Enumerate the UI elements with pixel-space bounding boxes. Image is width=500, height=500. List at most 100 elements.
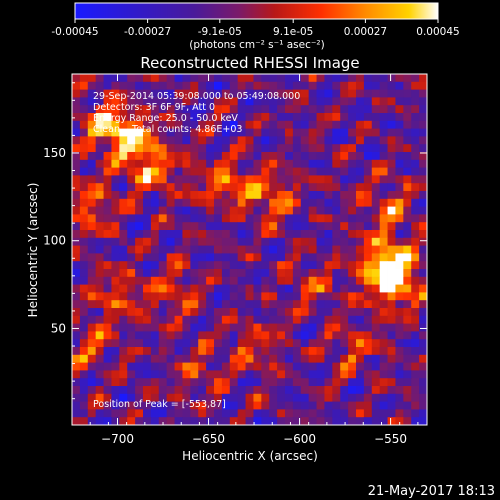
heatmap-cell [237, 347, 246, 356]
heatmap-cell [285, 417, 294, 425]
heatmap-cell [158, 183, 168, 192]
heatmap-cell [174, 253, 183, 262]
heatmap-cell [111, 74, 120, 83]
heatmap-cell [340, 284, 349, 293]
heatmap-cell [324, 97, 333, 106]
heatmap-cell [158, 206, 168, 215]
heatmap-cell [419, 354, 427, 363]
heatmap-cell [150, 315, 160, 324]
heatmap-cell [87, 347, 97, 356]
heatmap-cell [419, 183, 427, 192]
heatmap-cell [332, 323, 341, 332]
heatmap-cell [253, 323, 262, 332]
heatmap-cell [95, 284, 104, 293]
heatmap-cell [261, 276, 270, 285]
heatmap-cell [111, 378, 120, 387]
heatmap-cell [87, 237, 97, 246]
heatmap-cell [143, 347, 152, 356]
heatmap-cell [198, 120, 207, 129]
heatmap-cell [316, 362, 325, 371]
heatmap-cell [103, 159, 112, 168]
heatmap-cell [182, 331, 191, 340]
heatmap-cell [198, 144, 207, 153]
heatmap-cell [206, 120, 215, 129]
heatmap-cell [356, 401, 365, 410]
heatmap-cell [135, 128, 144, 137]
heatmap-cell [277, 261, 286, 270]
heatmap-cell [190, 362, 199, 371]
heatmap-cell [95, 183, 104, 192]
heatmap-cell [419, 198, 427, 207]
heatmap-cell [340, 167, 349, 176]
heatmap-cell [79, 81, 89, 90]
heatmap-cell [95, 393, 104, 402]
heatmap-cell [348, 113, 357, 122]
heatmap-cell [300, 113, 310, 122]
heatmap-cell [371, 323, 381, 332]
heatmap-cell [150, 97, 160, 106]
heatmap-cell [292, 167, 302, 176]
heatmap-cell [174, 105, 183, 114]
heatmap-cell [166, 222, 175, 231]
heatmap-cell [411, 222, 420, 231]
heatmap-cell [308, 323, 317, 332]
heatmap-cell [111, 300, 120, 309]
heatmap-cell [363, 393, 373, 402]
heatmap-cell [371, 417, 381, 425]
heatmap-cell [363, 323, 373, 332]
heatmap-cell [245, 261, 254, 270]
heatmap-cell [324, 386, 333, 395]
heatmap-cell [190, 237, 199, 246]
heatmap-cell [95, 230, 104, 239]
heatmap-cell [158, 261, 168, 270]
heatmap-cell [245, 276, 254, 285]
heatmap-cell [182, 362, 191, 371]
heatmap-cell [166, 198, 175, 207]
heatmap-cell [79, 417, 89, 425]
heatmap-cell [245, 362, 254, 371]
heatmap-cell [111, 315, 120, 324]
heatmap-cell [158, 253, 168, 262]
heatmap-cell [119, 167, 128, 176]
heatmap-cell [72, 89, 81, 98]
heatmap-cell [79, 253, 89, 262]
heatmap-cell [237, 300, 246, 309]
heatmap-cell [182, 323, 191, 332]
heatmap-cell [371, 214, 381, 223]
heatmap-cell [332, 245, 341, 254]
heatmap-cell [87, 354, 97, 363]
heatmap-cell [150, 237, 160, 246]
heatmap-cell [419, 74, 427, 83]
heatmap-cell [95, 152, 104, 161]
heatmap-cell [127, 386, 136, 395]
heatmap-cell [127, 417, 136, 425]
heatmap-cell [308, 393, 317, 402]
heatmap-cell [111, 81, 120, 90]
heatmap-cell [403, 269, 412, 278]
heatmap-cell [111, 183, 120, 192]
heatmap-cell [340, 222, 349, 231]
heatmap-cell [419, 331, 427, 340]
heatmap-cell [198, 261, 207, 270]
heatmap-cell [214, 393, 223, 402]
heatmap-cell [277, 159, 286, 168]
heatmap-cell [419, 206, 427, 215]
heatmap-cell [395, 409, 404, 418]
heatmap-cell [214, 74, 223, 83]
heatmap-cell [182, 284, 191, 293]
heatmap-cell [119, 198, 128, 207]
heatmap-cell [371, 191, 381, 200]
heatmap-cell [253, 347, 262, 356]
heatmap-cell [111, 198, 120, 207]
heatmap-cell [285, 323, 294, 332]
heatmap-cell [292, 198, 302, 207]
heatmap-cell [190, 339, 199, 348]
heatmap-cell [229, 97, 239, 106]
heatmap-cell [277, 89, 286, 98]
heatmap-cell [340, 230, 349, 239]
heatmap-cell [324, 175, 333, 184]
heatmap-cell [363, 81, 373, 90]
heatmap-cell [245, 191, 254, 200]
heatmap-cell [190, 276, 199, 285]
colorbar-unit-label: (photons cm⁻² s⁻¹ asec⁻²) [189, 39, 324, 51]
